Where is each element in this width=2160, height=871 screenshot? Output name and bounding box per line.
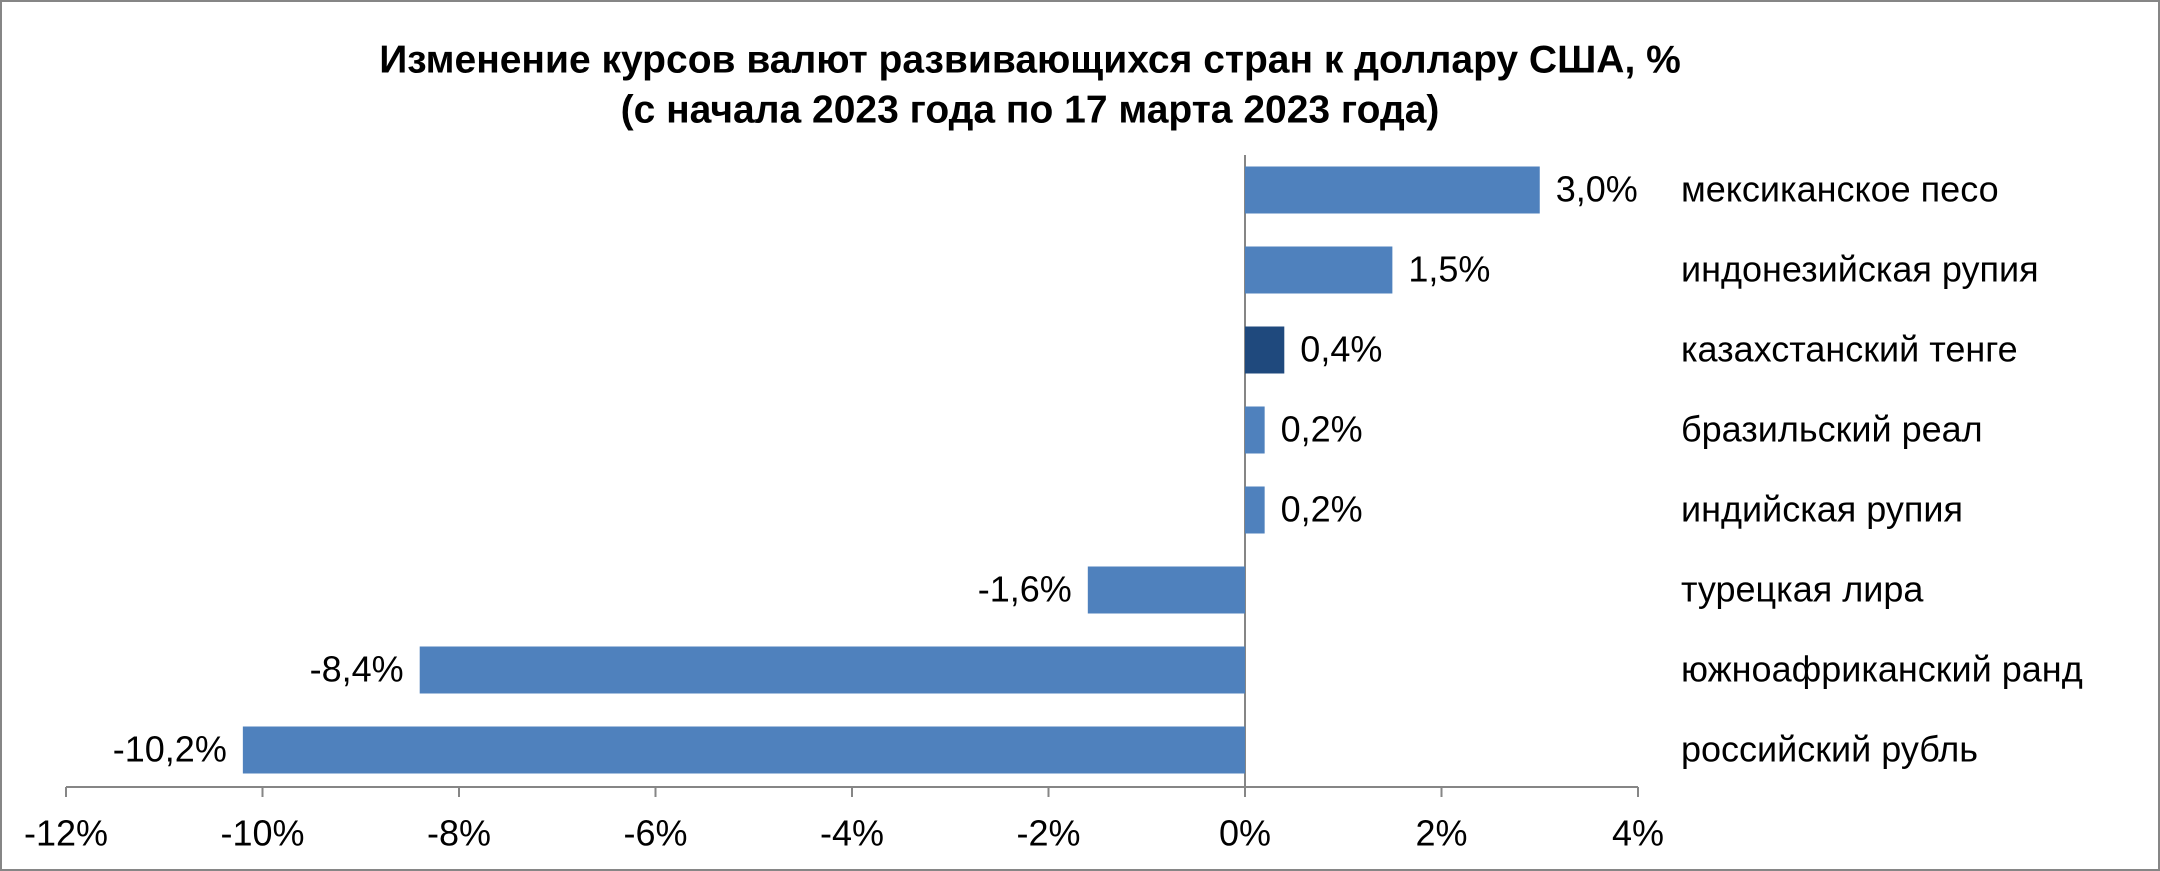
chart-subtitle: (с начала 2023 года по 17 марта 2023 год…: [621, 88, 1440, 131]
bar: [1245, 486, 1265, 534]
value-label: 1,5%: [1408, 249, 1490, 290]
category-label: бразильский реал: [1681, 409, 1983, 450]
category-label: индонезийская рупия: [1681, 249, 2039, 290]
x-tick-label: -2%: [1016, 813, 1080, 854]
category-label: казахстанский тенге: [1681, 329, 2018, 370]
value-label: -8,4%: [310, 649, 404, 690]
x-tick-label: -12%: [24, 813, 108, 854]
x-tick-label: -4%: [820, 813, 884, 854]
chart-title: Изменение курсов валют развивающихся стр…: [379, 38, 1681, 81]
x-tick-label: -6%: [623, 813, 687, 854]
bar: [1087, 566, 1245, 614]
category-label: российский рубль: [1681, 729, 1978, 770]
value-label: -1,6%: [978, 569, 1072, 610]
bar: [1245, 406, 1265, 454]
x-tick-label: 0%: [1219, 813, 1271, 854]
bar: [1245, 166, 1540, 214]
x-tick-label: 2%: [1415, 813, 1467, 854]
value-label: 3,0%: [1556, 169, 1638, 210]
bar: [1245, 246, 1393, 294]
category-label: мексиканское песо: [1681, 169, 1999, 210]
value-label: 0,4%: [1300, 329, 1382, 370]
x-tick-label: -8%: [427, 813, 491, 854]
category-label: индийская рупия: [1681, 489, 1963, 530]
x-tick-label: -10%: [220, 813, 304, 854]
x-tick-label: 4%: [1612, 813, 1664, 854]
bar: [242, 726, 1246, 774]
category-label: южноафриканский ранд: [1681, 649, 2083, 690]
bar: [419, 646, 1245, 694]
value-label: 0,2%: [1281, 409, 1363, 450]
value-label: 0,2%: [1281, 489, 1363, 530]
bar: [1245, 326, 1285, 374]
value-label: -10,2%: [113, 729, 227, 770]
category-label: турецкая лира: [1681, 569, 1924, 610]
